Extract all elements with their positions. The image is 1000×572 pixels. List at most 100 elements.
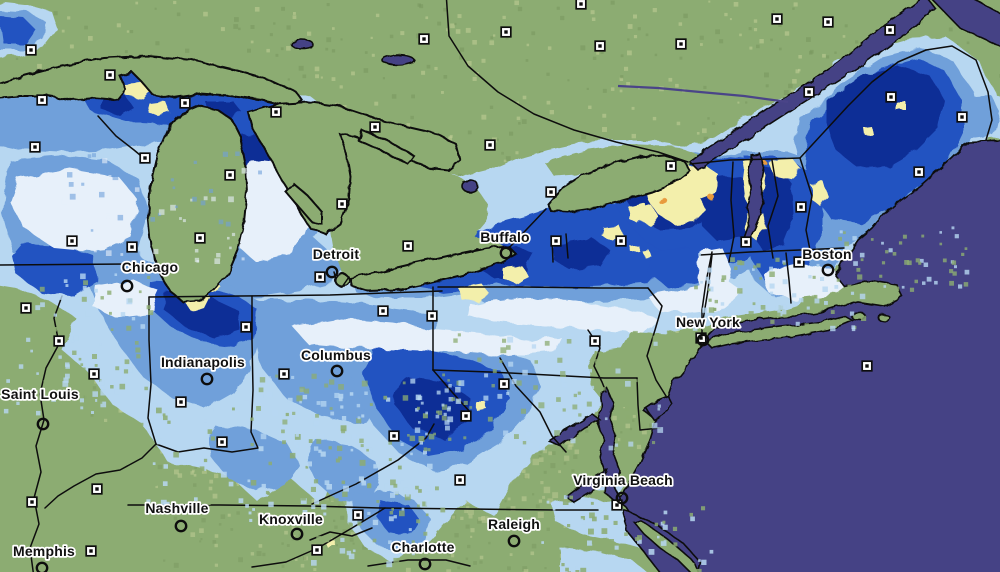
- city-marker-icon[interactable]: [200, 372, 214, 386]
- station-marker[interactable]: [665, 160, 677, 172]
- station-marker[interactable]: [795, 201, 807, 213]
- mottle-speckle: [756, 263, 761, 268]
- station-marker[interactable]: [885, 91, 897, 103]
- city-marker-icon[interactable]: [120, 279, 134, 293]
- station-marker[interactable]: [126, 241, 138, 253]
- mottle-speckle: [859, 252, 865, 258]
- city-marker-icon[interactable]: [36, 417, 50, 431]
- station-marker[interactable]: [175, 396, 187, 408]
- station-marker[interactable]: [88, 368, 100, 380]
- station-marker[interactable]: [484, 139, 496, 151]
- station-marker[interactable]: [270, 106, 282, 118]
- station-marker[interactable]: [29, 141, 41, 153]
- terrain-speckle: [410, 115, 414, 120]
- station-marker[interactable]: [545, 186, 557, 198]
- station-marker[interactable]: [85, 545, 97, 557]
- station-marker[interactable]: [336, 198, 348, 210]
- station-marker[interactable]: [369, 121, 381, 133]
- station-marker[interactable]: [675, 38, 687, 50]
- terrain-speckle: [459, 55, 464, 60]
- mottle-speckle: [162, 481, 168, 486]
- station-marker[interactable]: [426, 310, 438, 322]
- city-marker-icon[interactable]: [418, 557, 432, 571]
- terrain-speckle: [463, 498, 470, 505]
- station-marker[interactable]: [793, 256, 805, 268]
- station-marker[interactable]: [500, 26, 512, 38]
- station-marker[interactable]: [771, 13, 783, 25]
- station-marker[interactable]: [803, 86, 815, 98]
- city-marker-icon[interactable]: [507, 534, 521, 548]
- mottle-speckle: [834, 285, 839, 289]
- station-marker[interactable]: [377, 305, 389, 317]
- station-marker[interactable]: [822, 16, 834, 28]
- station-marker[interactable]: [695, 332, 707, 344]
- station-marker[interactable]: [884, 24, 896, 36]
- mottle-speckle: [721, 275, 727, 280]
- station-marker[interactable]: [589, 335, 601, 347]
- terrain-speckle: [652, 8, 657, 13]
- mottle-speckle: [216, 518, 221, 522]
- city-marker-icon[interactable]: [696, 333, 710, 347]
- mottle-speckle: [338, 456, 342, 461]
- mottle-speckle: [416, 496, 421, 502]
- terrain-speckle: [201, 518, 206, 523]
- city-marker-icon[interactable]: [325, 265, 339, 279]
- mottle-speckle: [463, 400, 468, 405]
- station-marker[interactable]: [550, 235, 562, 247]
- city-marker-icon[interactable]: [330, 364, 344, 378]
- mottle-speckle: [408, 528, 412, 532]
- city-marker-icon[interactable]: [174, 519, 188, 533]
- station-marker[interactable]: [20, 302, 32, 314]
- station-marker[interactable]: [240, 321, 252, 333]
- station-marker[interactable]: [179, 97, 191, 109]
- station-marker[interactable]: [402, 240, 414, 252]
- station-marker[interactable]: [956, 111, 968, 123]
- station-marker[interactable]: [861, 360, 873, 372]
- terrain-speckle: [617, 438, 622, 442]
- station-marker[interactable]: [216, 436, 228, 448]
- station-marker[interactable]: [66, 235, 78, 247]
- city-marker-icon[interactable]: [499, 246, 513, 260]
- city-marker-icon[interactable]: [821, 263, 835, 277]
- station-marker[interactable]: [224, 169, 236, 181]
- terrain-speckle: [298, 517, 301, 520]
- terrain-speckle: [542, 495, 546, 499]
- terrain-speckle: [592, 56, 597, 60]
- terrain-speckle: [266, 48, 270, 53]
- mottle-speckle: [272, 410, 278, 416]
- mottle-speckle: [820, 276, 825, 281]
- terrain-speckle: [90, 413, 94, 417]
- station-marker[interactable]: [352, 509, 364, 521]
- city-marker-icon[interactable]: [615, 491, 629, 505]
- mottle-speckle: [572, 404, 578, 410]
- city-marker-icon[interactable]: [290, 527, 304, 541]
- station-marker[interactable]: [26, 496, 38, 508]
- station-marker[interactable]: [278, 368, 290, 380]
- station-marker[interactable]: [36, 94, 48, 106]
- terrain-speckle: [793, 2, 798, 7]
- mottle-speckle: [422, 501, 428, 507]
- station-marker[interactable]: [194, 232, 206, 244]
- station-marker[interactable]: [311, 544, 323, 556]
- station-marker[interactable]: [104, 69, 116, 81]
- station-marker[interactable]: [91, 483, 103, 495]
- station-marker[interactable]: [575, 0, 587, 10]
- station-marker[interactable]: [615, 235, 627, 247]
- mottle-speckle: [382, 550, 386, 554]
- station-marker[interactable]: [53, 335, 65, 347]
- station-marker[interactable]: [454, 474, 466, 486]
- station-marker[interactable]: [314, 271, 326, 283]
- station-marker[interactable]: [25, 44, 37, 56]
- station-marker[interactable]: [460, 410, 472, 422]
- city-marker-icon[interactable]: [35, 561, 49, 572]
- station-marker[interactable]: [594, 40, 606, 52]
- station-marker[interactable]: [740, 236, 752, 248]
- station-marker[interactable]: [498, 378, 510, 390]
- mottle-speckle: [268, 501, 274, 508]
- terrain-speckle: [737, 101, 740, 104]
- station-marker[interactable]: [388, 430, 400, 442]
- station-marker[interactable]: [913, 166, 925, 178]
- mottle-speckle: [53, 313, 57, 317]
- station-marker[interactable]: [139, 152, 151, 164]
- station-marker[interactable]: [418, 33, 430, 45]
